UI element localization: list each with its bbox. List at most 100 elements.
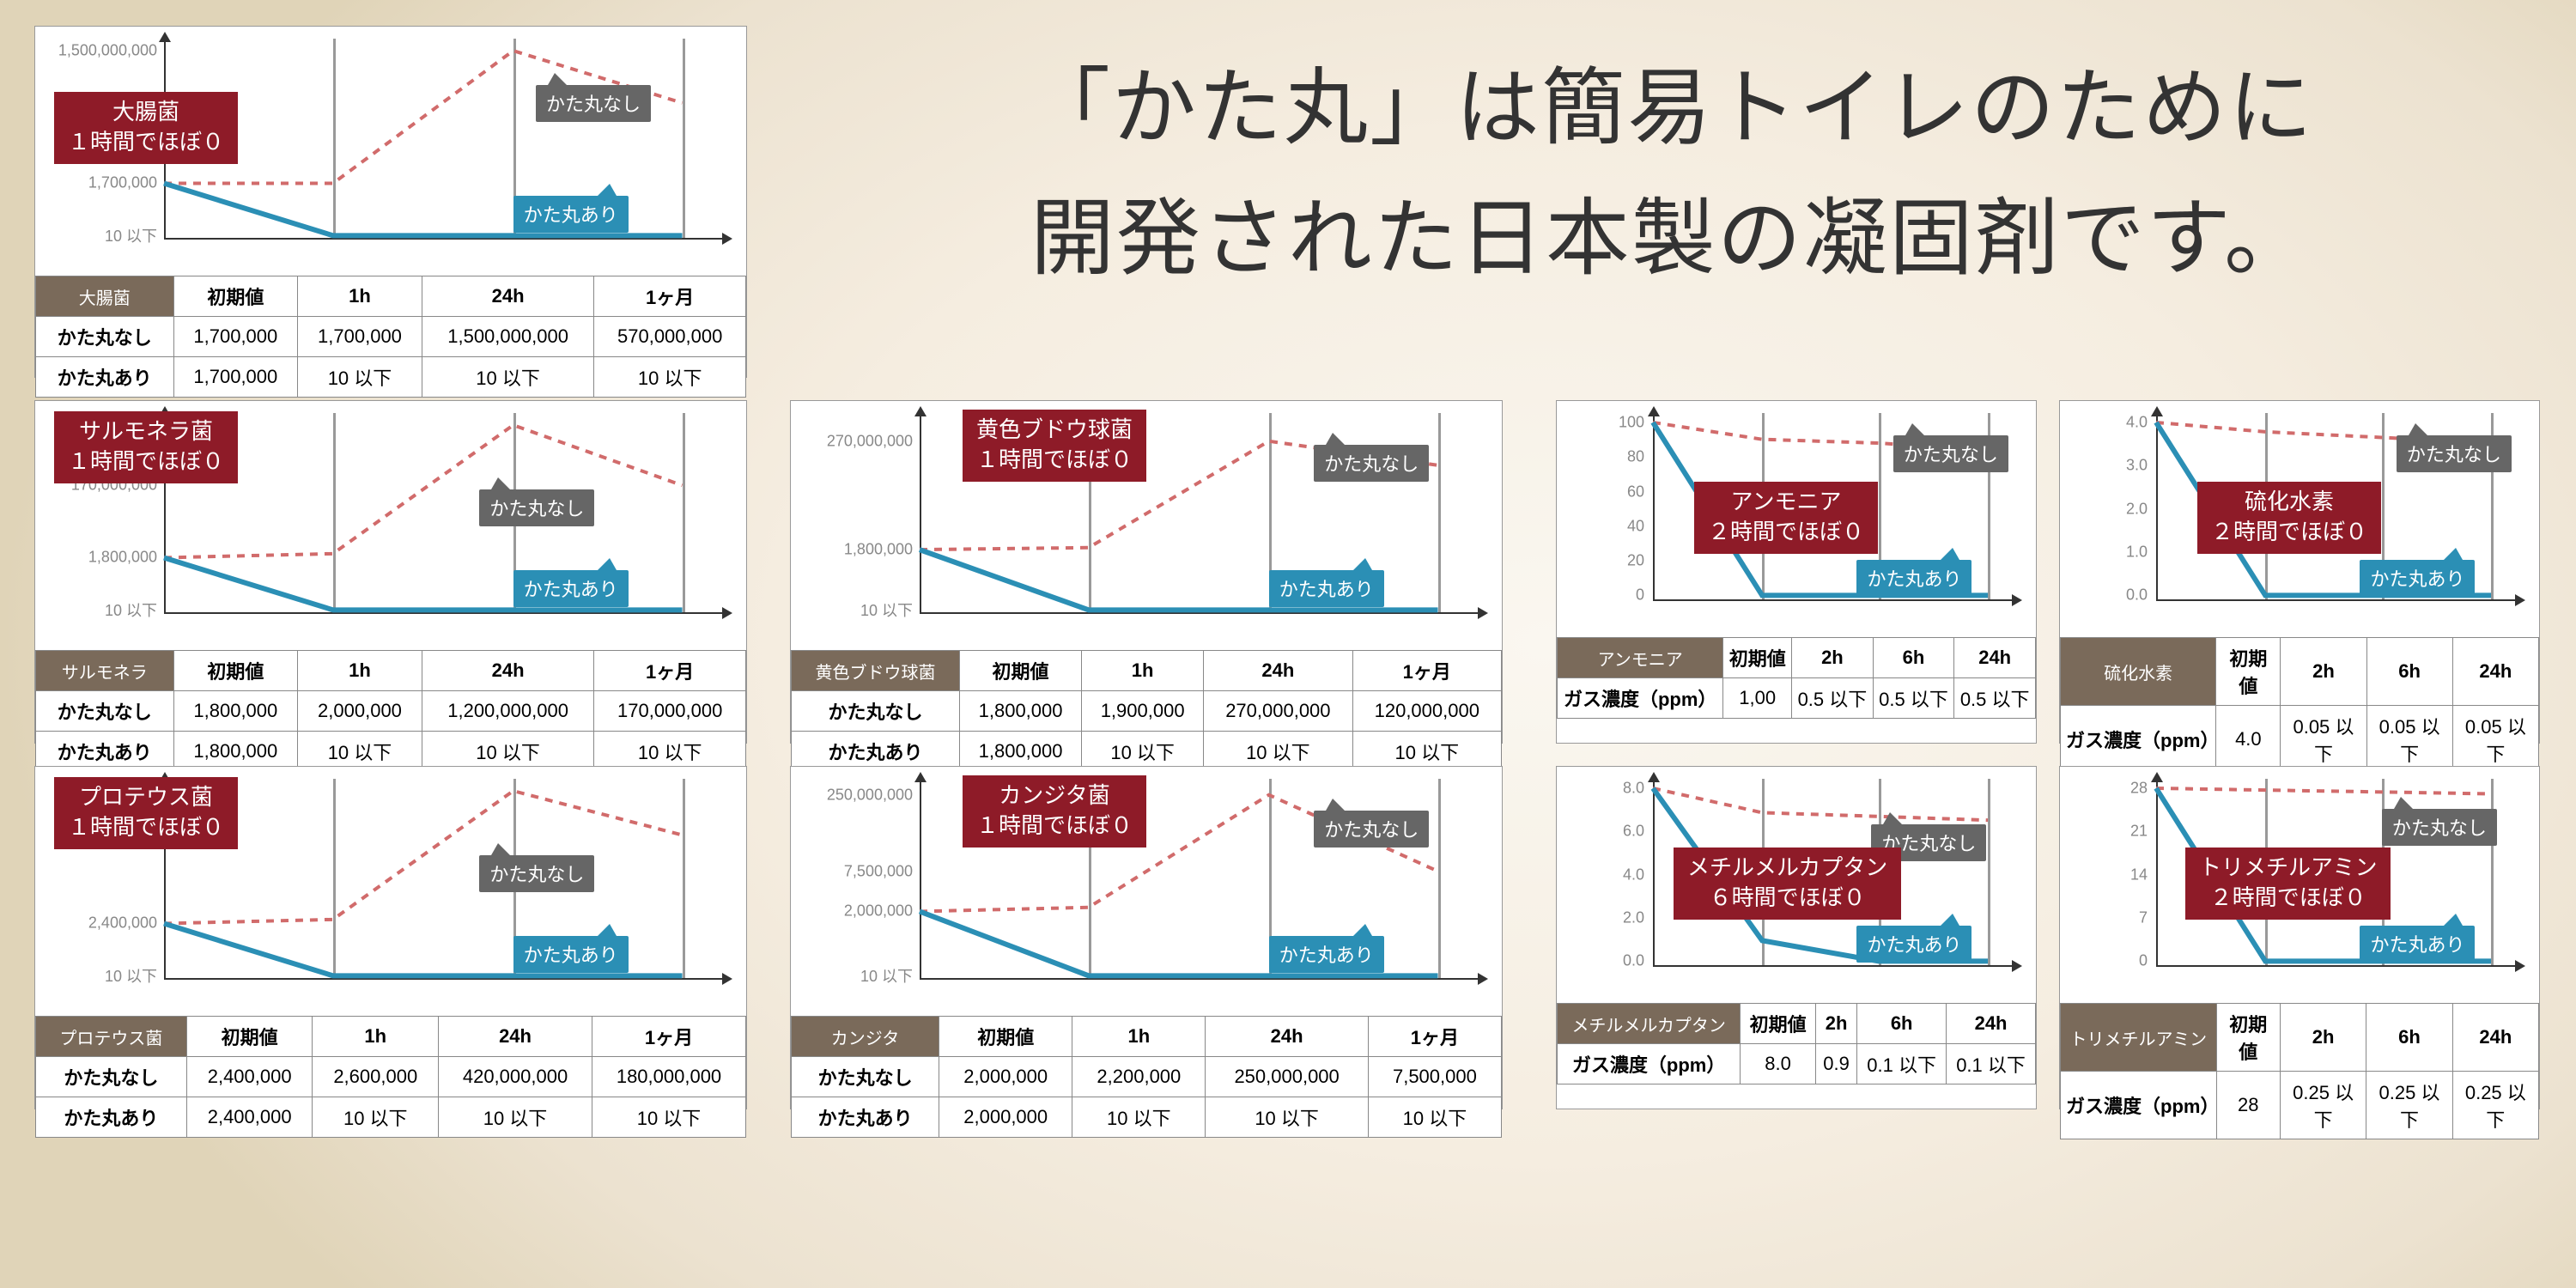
- table-cell: 0.25 以下: [2452, 1072, 2538, 1139]
- table-cell: 1,700,000: [173, 317, 298, 357]
- callout-with: かた丸あり: [2360, 560, 2475, 597]
- table-cell: 2,000,000: [939, 1097, 1072, 1138]
- table-col: 1ヶ月: [594, 276, 746, 317]
- callout-without: かた丸なし: [479, 855, 594, 892]
- chart-area: 大腸菌１時間でほぼ０1,500,000,000570,000,0001,700,…: [35, 27, 746, 276]
- callout-with: かた丸あり: [513, 570, 629, 607]
- callout-without: かた丸なし: [1314, 811, 1429, 848]
- badge: カンジタ菌１時間でほぼ０: [963, 775, 1146, 848]
- table-corner: サルモネラ: [36, 651, 174, 691]
- table-cell: 2,000,000: [298, 691, 422, 732]
- callout-with: かた丸あり: [1269, 570, 1384, 607]
- callout-without: かた丸なし: [2382, 809, 2497, 846]
- table-cell: 10 以下: [422, 357, 594, 398]
- chart-area: トリメチルアミン２時間でほぼ０28211470かた丸なしかた丸あり: [2060, 767, 2539, 1003]
- table-col: 2h: [1792, 638, 1874, 678]
- table-row-label: かた丸あり: [36, 357, 174, 398]
- table-col: 1h: [298, 651, 422, 691]
- table-col: 24h: [422, 651, 594, 691]
- headline-line2: 開発された日本製の凝固剤です。: [1030, 191, 2310, 285]
- table-col: 初期値: [2216, 638, 2281, 706]
- table-cell: 2,400,000: [186, 1097, 313, 1138]
- table-col: 24h: [1206, 1017, 1368, 1057]
- plot: かた丸なしかた丸あり: [164, 413, 726, 614]
- callout-without: かた丸なし: [2397, 435, 2512, 472]
- badge: サルモネラ菌１時間でほぼ０: [54, 411, 238, 483]
- table-cell: 0.05 以下: [2452, 706, 2538, 774]
- panel-candida: カンジタ菌１時間でほぼ０ 250,000,0007,500,0002,000,00…: [790, 766, 1503, 1109]
- table-cell: 1,800,000: [960, 691, 1082, 732]
- table-row-label: かた丸なし: [36, 1057, 187, 1097]
- table-cell: 10 以下: [439, 1097, 592, 1138]
- table-col: 1h: [298, 276, 422, 317]
- callout-with: かた丸あり: [513, 196, 629, 233]
- table-col: 6h: [2366, 638, 2452, 706]
- data-table: プロテウス菌初期値1h24h1ヶ月かた丸なし2,400,0002,600,000…: [35, 1016, 746, 1138]
- table-corner: プロテウス菌: [36, 1017, 187, 1057]
- table-cell: 0.5 以下: [1792, 678, 1874, 719]
- chart-area: 硫化水素２時間でほぼ０4.03.02.01.00.0かた丸なしかた丸あり: [2060, 401, 2539, 637]
- table-cell: 180,000,000: [592, 1057, 746, 1097]
- line-without: [2156, 788, 2491, 794]
- table-cell: 4.0: [2216, 706, 2281, 774]
- table-col: 24h: [439, 1017, 592, 1057]
- table-corner: 黄色ブドウ球菌: [792, 651, 960, 691]
- table-cell: 10 以下: [1072, 1097, 1206, 1138]
- data-table: トリメチルアミン初期値2h6h24hガス濃度（ppm）280.25 以下0.25…: [2060, 1003, 2539, 1139]
- table-col: 初期値: [960, 651, 1082, 691]
- table-cell: 170,000,000: [594, 691, 746, 732]
- callout-with: かた丸あり: [513, 936, 629, 973]
- line-without: [164, 791, 683, 923]
- callout-with: かた丸あり: [1856, 560, 1971, 597]
- data-table: カンジタ初期値1h24h1ヶ月かた丸なし2,000,0002,200,00025…: [791, 1016, 1502, 1138]
- table-row-label: かた丸なし: [36, 317, 174, 357]
- table-col: 初期値: [173, 651, 298, 691]
- callout-with: かた丸あり: [1269, 936, 1384, 973]
- data-table: 硫化水素初期値2h6h24hガス濃度（ppm）4.00.05 以下0.05 以下…: [2060, 637, 2539, 774]
- data-table: 黄色ブドウ球菌初期値1h24h1ヶ月かた丸なし1,800,0001,900,00…: [791, 650, 1502, 772]
- table-cell: 10 以下: [594, 357, 746, 398]
- table-corner: アンモニア: [1558, 638, 1723, 678]
- table-cell: 0.25 以下: [2366, 1072, 2452, 1139]
- table-row-label: かた丸なし: [36, 691, 174, 732]
- table-cell: 1,900,000: [1082, 691, 1204, 732]
- table-cell: 120,000,000: [1352, 691, 1501, 732]
- table-cell: 10 以下: [592, 1097, 746, 1138]
- plot: かた丸なしかた丸あり: [164, 779, 726, 980]
- panel-mercaptan: メチルメルカプタン６時間でほぼ０8.06.04.02.00.0かた丸なしかた丸あ…: [1556, 766, 2037, 1109]
- table-cell: 270,000,000: [1204, 691, 1352, 732]
- callout-with: かた丸あり: [1856, 926, 1971, 963]
- line-without: [1653, 788, 1988, 820]
- table-col: 6h: [1873, 638, 1954, 678]
- table-col: 24h: [2452, 1004, 2538, 1072]
- table-cell: 1,200,000,000: [422, 691, 594, 732]
- table-corner: トリメチルアミン: [2061, 1004, 2217, 1072]
- table-cell: 1,00: [1723, 678, 1792, 719]
- table-col: 初期値: [2216, 1004, 2280, 1072]
- table-row-label: ガス濃度（ppm）: [2061, 706, 2216, 774]
- y-axis-ticks: 250,000,0007,500,0002,000,00010 以下: [791, 767, 918, 980]
- badge: プロテウス菌１時間でほぼ０: [54, 777, 238, 849]
- headline-line1: 「かた丸」は簡易トイレのために: [1026, 60, 2314, 155]
- table-corner: カンジタ: [792, 1017, 939, 1057]
- chart-lines: [164, 39, 726, 240]
- table-col: 6h: [1857, 1004, 1947, 1044]
- chart-lines: [164, 779, 726, 980]
- table-cell: 0.25 以下: [2280, 1072, 2366, 1139]
- table-cell: 10 以下: [1206, 1097, 1368, 1138]
- y-axis-ticks: 28211470: [2060, 767, 2153, 967]
- table-cell: 2,400,000: [186, 1057, 313, 1097]
- table-col: 1h: [1082, 651, 1204, 691]
- chart-area: メチルメルカプタン６時間でほぼ０8.06.04.02.00.0かた丸なしかた丸あ…: [1557, 767, 2036, 1003]
- table-col: 1ヶ月: [592, 1017, 746, 1057]
- data-table: サルモネラ初期値1h24h1ヶ月かた丸なし1,800,0002,000,0001…: [35, 650, 746, 772]
- panel-ammonia: アンモニア２時間でほぼ０100806040200かた丸なしかた丸ありアンモニア初…: [1556, 400, 2037, 744]
- table-row-label: ガス濃度（ppm）: [1558, 678, 1723, 719]
- chart-area: 黄色ブドウ球菌１時間でほぼ０270,000,0001,800,00010 以下か…: [791, 401, 1502, 650]
- table-col: 初期値: [1741, 1004, 1816, 1044]
- chart-area: プロテウス菌１時間でほぼ０420,000,000180,000,0002,400…: [35, 767, 746, 1016]
- table-corner: 硫化水素: [2061, 638, 2216, 706]
- table-corner: 大腸菌: [36, 276, 174, 317]
- table-col: 6h: [2366, 1004, 2452, 1072]
- table-col: 1h: [313, 1017, 439, 1057]
